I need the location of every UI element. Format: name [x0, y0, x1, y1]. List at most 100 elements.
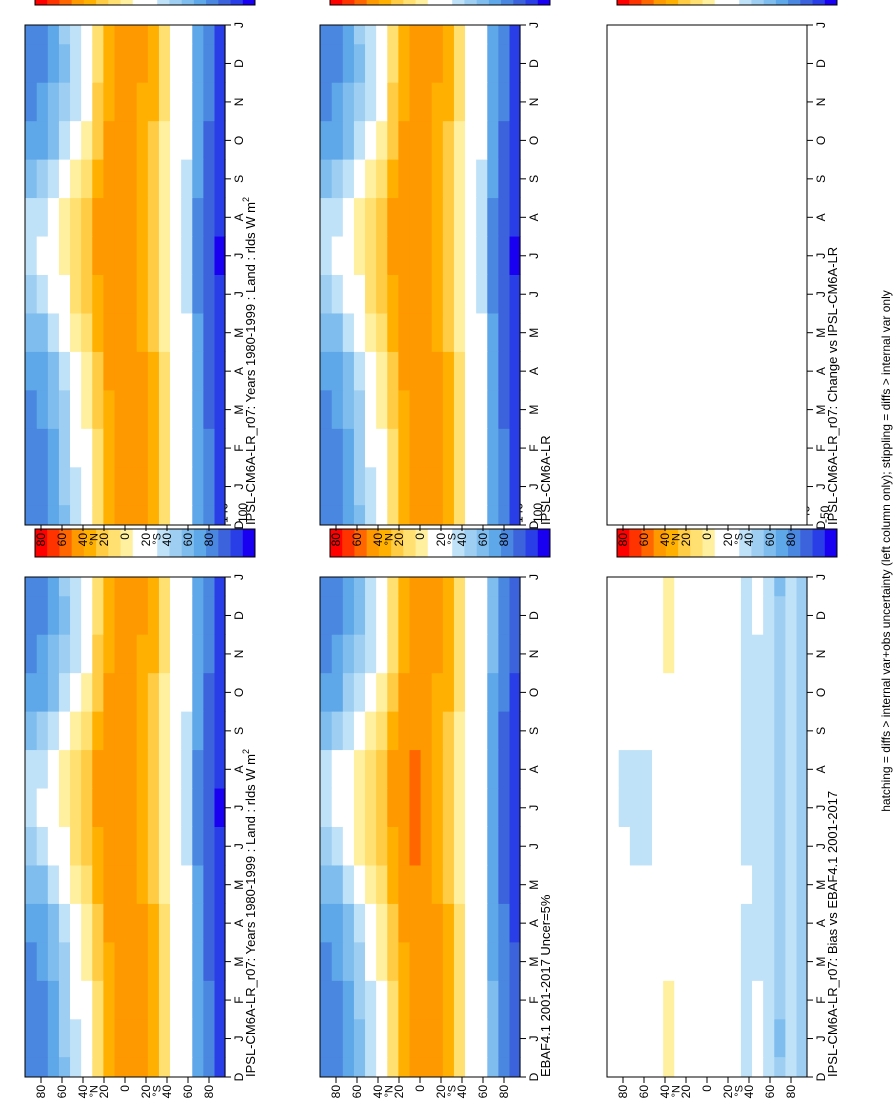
heatmap-cell	[508, 159, 521, 199]
heatmap-cell	[497, 577, 510, 597]
heatmap-cell	[707, 466, 719, 506]
colorbar-swatch	[702, 0, 716, 5]
heatmap-cell	[58, 672, 71, 712]
heatmap-cell	[784, 1057, 797, 1077]
heatmap-cell	[125, 312, 137, 352]
heatmap-cell	[25, 1057, 37, 1077]
heatmap-cell	[784, 1018, 797, 1058]
heatmap-cell	[695, 197, 708, 237]
heatmap-cell	[69, 903, 82, 943]
heatmap-cell	[464, 159, 477, 199]
heatmap-cell	[36, 595, 48, 635]
heatmap-cell	[80, 466, 93, 506]
heatmap-cell	[320, 595, 332, 635]
heatmap-cell	[718, 634, 730, 674]
heatmap-cell	[497, 351, 510, 391]
heatmap-cell	[795, 274, 808, 314]
heatmap-cell	[442, 1057, 454, 1077]
colorbar-swatch	[330, 0, 343, 5]
heatmap-cell	[431, 711, 443, 751]
heatmap-cell	[784, 312, 797, 352]
heatmap-cell	[784, 197, 797, 237]
colorbar-swatch	[476, 529, 490, 557]
heatmap-cell	[707, 577, 719, 597]
heatmap-cell	[464, 505, 477, 525]
x-tick-label: O	[232, 136, 246, 145]
heatmap-cell	[36, 428, 48, 468]
heatmap-cell	[795, 351, 808, 391]
heatmap-cell	[342, 595, 354, 635]
heatmap-cell	[464, 1057, 477, 1077]
heatmap-cell	[147, 595, 159, 635]
heatmap-cell	[707, 672, 719, 712]
x-tick-label: N	[814, 98, 828, 107]
heatmap-cell	[69, 428, 82, 468]
colorbar-swatch	[132, 0, 146, 5]
heatmap-cell	[180, 941, 193, 981]
colorbar-swatch	[653, 529, 667, 557]
heatmap-cell	[464, 274, 477, 314]
heatmap-cell	[640, 864, 653, 904]
heatmap-cell	[169, 235, 182, 275]
y-tick-label: 80	[202, 1085, 216, 1099]
heatmap-cell	[202, 1057, 215, 1077]
heatmap-cell	[464, 941, 477, 981]
heatmap-cell	[453, 235, 466, 275]
heatmap-cell	[662, 903, 675, 943]
colorbar-swatch	[824, 0, 838, 5]
heatmap-cell	[125, 711, 137, 751]
heatmap-cell	[80, 980, 93, 1020]
heatmap-cell	[784, 864, 797, 904]
heatmap-cell	[125, 159, 137, 199]
heatmap-cell	[751, 159, 764, 199]
colorbar-swatch	[665, 529, 679, 557]
heatmap-cell	[47, 43, 59, 83]
heatmap-cell	[784, 903, 797, 943]
heatmap-cell	[180, 351, 193, 391]
heatmap-cell	[707, 24, 719, 45]
heatmap-cell	[320, 826, 332, 866]
heatmap-cell	[158, 1018, 171, 1058]
heatmap-cell	[364, 595, 377, 635]
heatmap-cell	[169, 577, 182, 597]
colorbar-swatch	[727, 529, 740, 557]
heatmap-cell	[618, 672, 630, 712]
heatmap-cell	[191, 312, 204, 352]
heatmap-cell	[80, 389, 93, 429]
heatmap-cell	[773, 120, 786, 160]
x-tick-label: M	[232, 328, 246, 338]
heatmap-cell	[342, 1018, 354, 1058]
heatmap-cell	[508, 466, 521, 506]
x-tick-label: M	[814, 405, 828, 415]
heatmap-cell	[497, 672, 510, 712]
heatmap-cell	[773, 980, 786, 1020]
heatmap-cell	[684, 312, 697, 352]
x-tick-label: J	[232, 843, 246, 849]
colorbar-swatch	[169, 529, 183, 557]
heatmap-cell	[740, 505, 753, 525]
heatmap-cell	[113, 634, 126, 674]
heatmap-cell	[651, 672, 664, 712]
x-tick-label: D	[814, 1072, 828, 1081]
heatmap-cell	[673, 466, 686, 506]
heatmap-cell	[69, 466, 82, 506]
heatmap-cell	[113, 941, 126, 981]
heatmap-cell	[629, 903, 641, 943]
x-tick-label: D	[527, 520, 541, 529]
heatmap-cell	[618, 120, 630, 160]
heatmap-cell	[136, 505, 148, 525]
heatmap-cell	[497, 466, 510, 506]
heatmap-cell	[364, 82, 377, 122]
heatmap-cell	[497, 826, 510, 866]
colorbar-swatch	[59, 0, 73, 5]
heatmap-cell	[420, 159, 432, 199]
heatmap-cell	[707, 1057, 719, 1077]
colorbar-swatch	[230, 529, 244, 557]
x-tick-label: O	[814, 136, 828, 145]
heatmap-cell	[420, 711, 432, 751]
heatmap-cell	[651, 903, 664, 943]
panel-title: IPSL-CM6A-LR_r07: Years 1980-1999 : Land…	[241, 749, 258, 1077]
heatmap-cell	[607, 197, 619, 237]
heatmap-cell	[464, 120, 477, 160]
heatmap-cell	[640, 826, 653, 866]
